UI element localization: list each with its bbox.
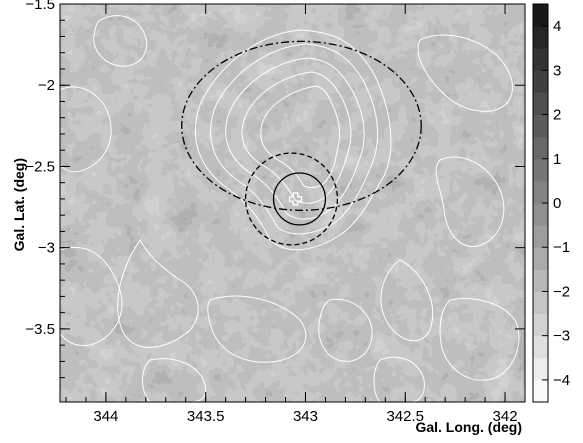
y-tick-label: −2.5 xyxy=(25,158,55,175)
y-tick-label: −3 xyxy=(38,240,55,257)
colorbar-tick-label: 1 xyxy=(553,151,561,168)
colorbar-tick-label: −4 xyxy=(553,372,570,389)
cross-marker-shape xyxy=(288,192,303,206)
colorbar-level xyxy=(533,313,548,337)
x-tick-label: 342 xyxy=(493,408,518,425)
contour-line xyxy=(417,34,514,112)
contour-line xyxy=(380,259,434,342)
colorbar-level xyxy=(533,26,548,49)
contour-line xyxy=(260,85,341,189)
colorbar xyxy=(532,3,549,403)
colorbar-tick-label: 2 xyxy=(553,107,561,124)
contour-line xyxy=(142,358,207,402)
colorbar-level xyxy=(533,136,548,160)
colorbar-tick-label: 0 xyxy=(553,195,561,212)
colorbar-level xyxy=(533,4,548,27)
colorbar-tick-label: 3 xyxy=(553,62,561,79)
cross-marker xyxy=(288,192,303,206)
solid-circle xyxy=(272,172,327,226)
colorbar-level xyxy=(533,247,548,270)
colorbar-level xyxy=(533,269,548,292)
colorbar-tick-label: 4 xyxy=(553,18,561,35)
colorbar-level xyxy=(533,70,548,93)
colorbar-tick-label: −3 xyxy=(553,328,570,345)
contour-line xyxy=(93,15,148,67)
x-tick-label: 342.5 xyxy=(386,408,424,425)
colorbar-level xyxy=(533,203,548,226)
significance-contours xyxy=(60,15,520,402)
contour-line xyxy=(60,246,123,347)
contour-line xyxy=(435,156,505,247)
contour-line xyxy=(241,71,352,204)
colorbar-tick-label: −2 xyxy=(553,283,570,300)
colorbar-axis: 4 3 2 1 0 −1 −2 −3 −4 xyxy=(542,18,570,389)
contour-line xyxy=(373,356,425,402)
y-axis-title: Gal. Lat. (deg) xyxy=(11,158,27,251)
heatmap-image xyxy=(60,4,525,402)
y-tick-label: −3.5 xyxy=(25,321,55,338)
colorbar-level xyxy=(533,158,548,182)
colorbar-level xyxy=(533,92,548,116)
plot-frame xyxy=(59,3,526,403)
x-tick-label: 343.5 xyxy=(187,408,225,425)
y-axis: −1.5 −2 −2.5 −3 −3.5 xyxy=(25,0,525,379)
dashdot-ellipse xyxy=(181,40,422,211)
y-tick-label: −2 xyxy=(38,77,55,94)
colorbar-level xyxy=(533,48,548,71)
dashed-circle xyxy=(244,152,339,246)
contour-line xyxy=(207,295,307,363)
colorbar-level xyxy=(533,335,548,359)
x-tick-label: 344 xyxy=(93,408,118,425)
contour-line xyxy=(117,239,199,348)
contour-line xyxy=(318,298,373,362)
contour-line xyxy=(210,43,379,235)
x-axis-title: Gal. Long. (deg) xyxy=(415,419,522,435)
colorbar-level xyxy=(533,291,548,315)
x-axis: 344 343.5 343 342.5 342 xyxy=(65,4,518,425)
y-tick-label: −1.5 xyxy=(25,0,55,13)
x-tick-label: 343 xyxy=(293,408,318,425)
colorbar-level xyxy=(533,180,548,204)
colorbar-level xyxy=(533,379,548,403)
colorbar-level xyxy=(533,357,548,381)
contour-line xyxy=(194,29,392,251)
colorbar-tick-label: −1 xyxy=(553,239,570,256)
contour-line xyxy=(225,57,365,220)
colorbar-level xyxy=(533,114,548,138)
colorbar-level xyxy=(533,225,548,248)
contour-line xyxy=(60,86,112,173)
contour-line xyxy=(439,298,520,381)
